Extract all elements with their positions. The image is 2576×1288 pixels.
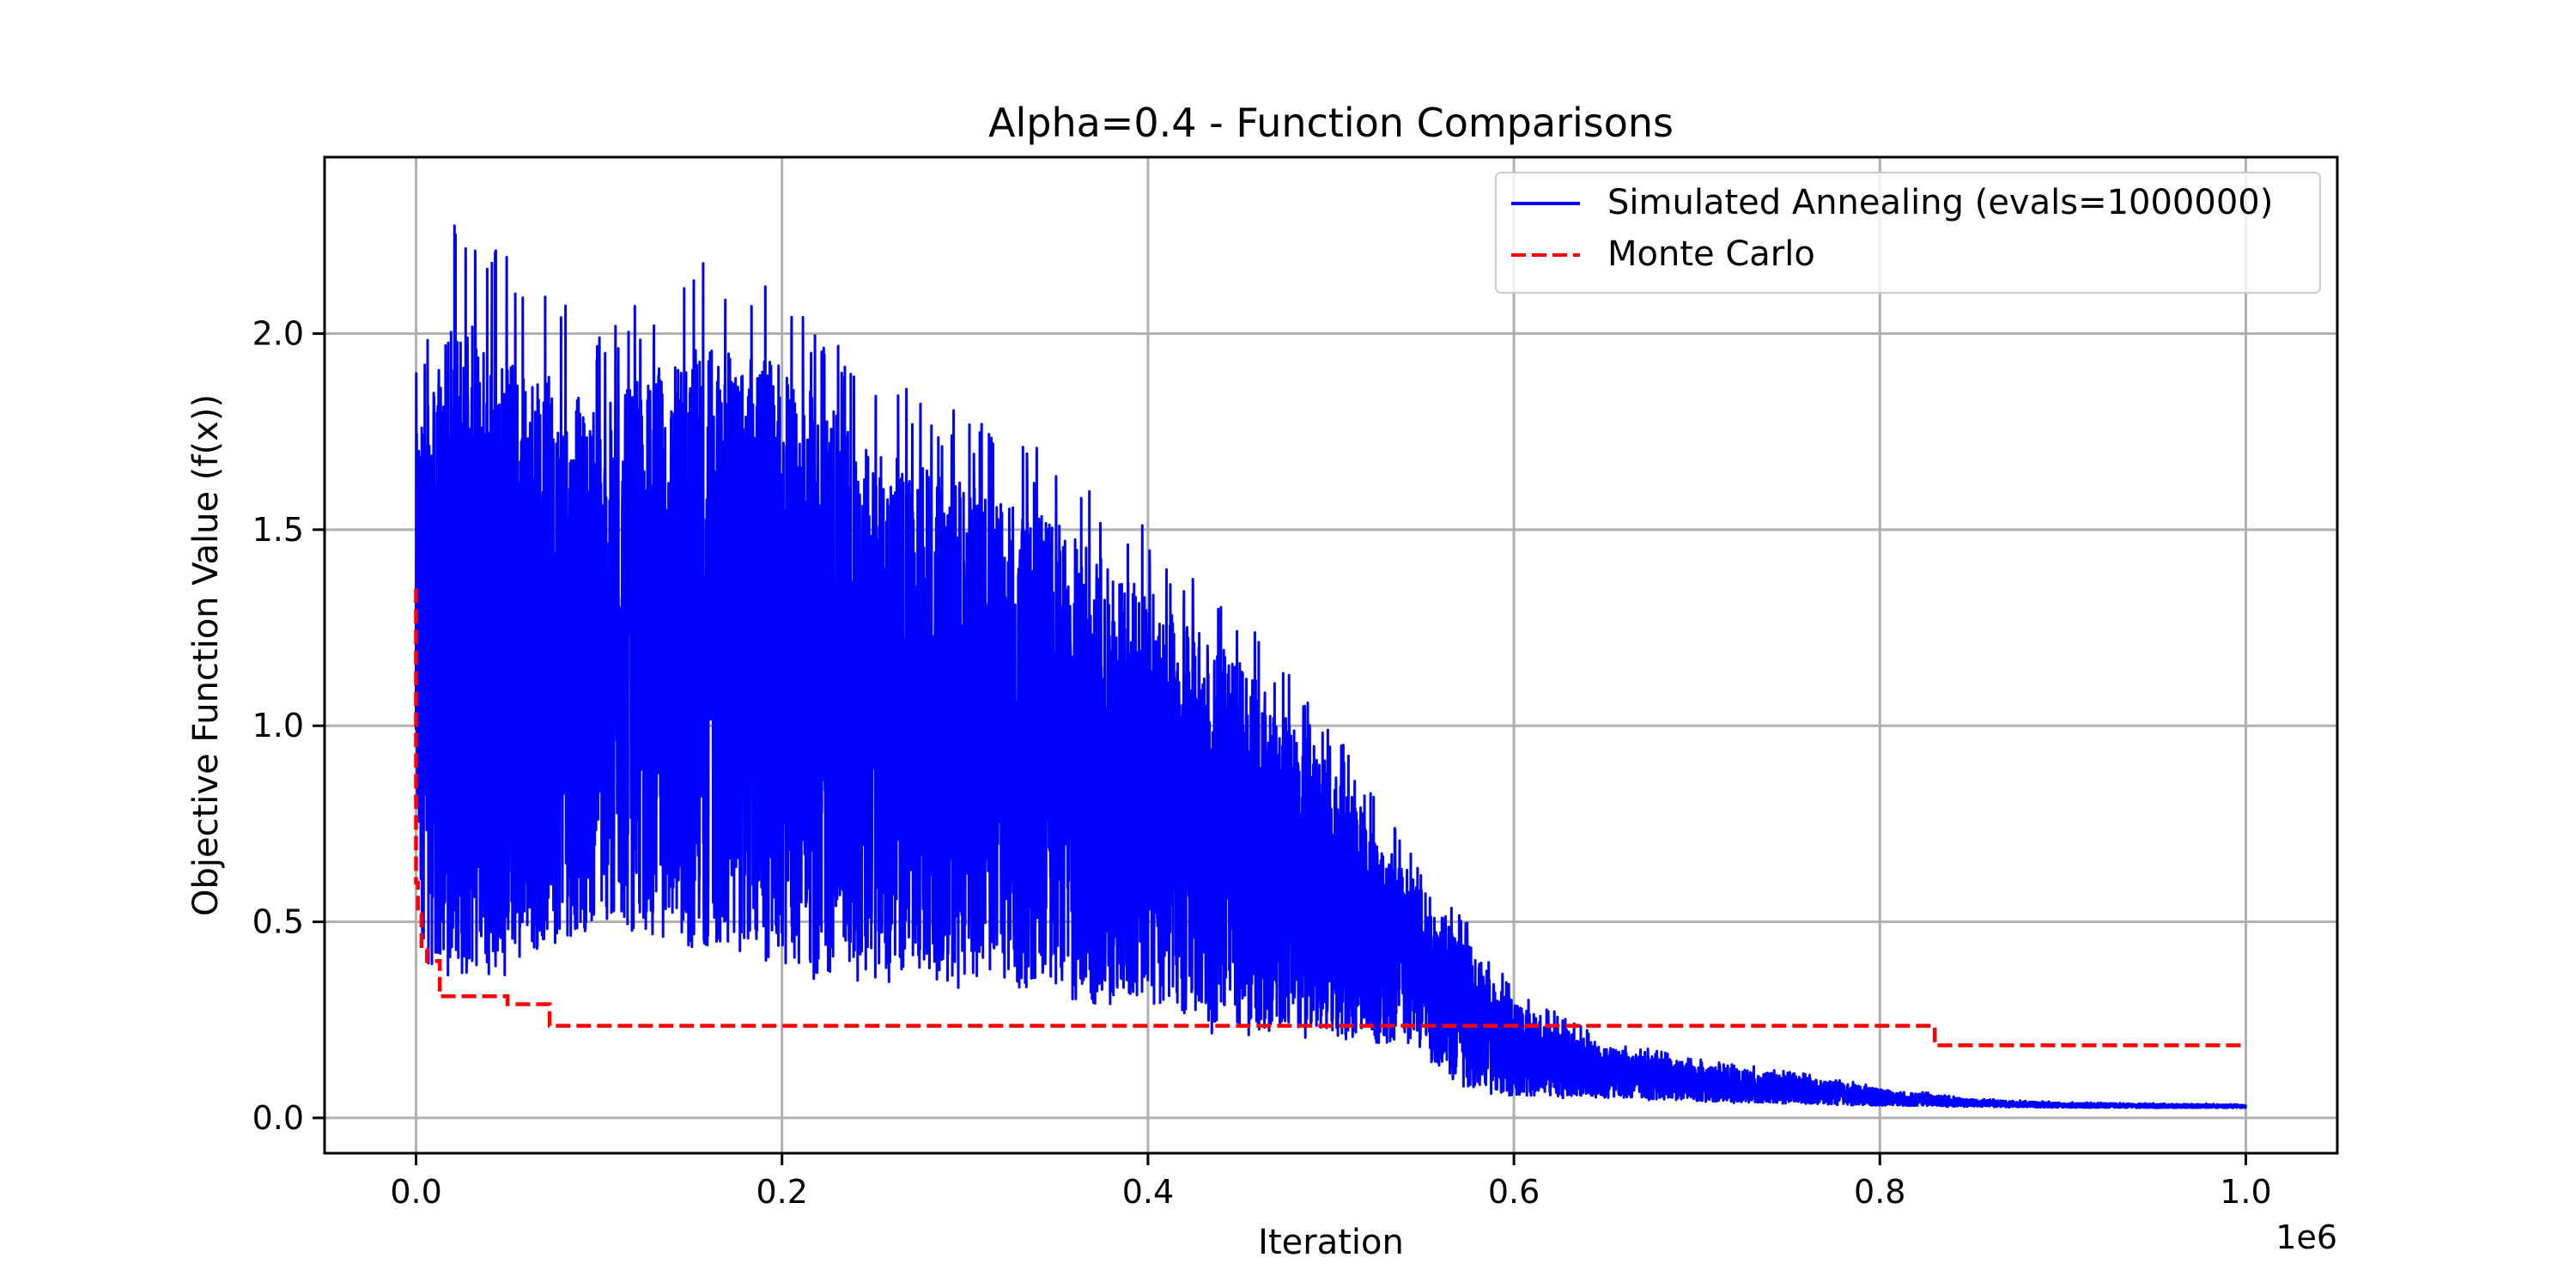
y-tick-label: 1.0 [252,707,304,744]
legend-label-simulated-annealing: Simulated Annealing (evals=1000000) [1607,183,2273,222]
x-tick-label: 1.0 [2220,1173,2271,1211]
x-axis-offset-text: 1e6 [2275,1218,2337,1256]
y-tick-label: 0.5 [252,903,304,941]
x-axis-label: Iteration [1258,1223,1404,1262]
y-tick-label: 1.5 [252,511,304,549]
x-tick-label: 0.0 [390,1173,441,1211]
plot-data [414,224,2247,1109]
series-line-monte-carlo [414,588,2243,1048]
legend-box [1495,172,2321,294]
axes-frame [323,155,2339,1155]
y-tick-label: 2.0 [252,315,304,353]
x-tick-label: 0.8 [1854,1173,1905,1211]
y-tick-label: 0.0 [252,1099,304,1137]
axis-ticks: 0.0 0.2 0.4 0.6 0.8 1.0 0.0 0.5 1.0 1.5 2.0 [252,315,2272,1211]
x-tick-label: 0.2 [756,1173,808,1211]
legend-label-monte-carlo: Monte Carlo [1607,234,1815,274]
x-tick-label: 0.6 [1488,1173,1540,1211]
x-tick-label: 0.4 [1122,1173,1174,1211]
y-axis-label: Objective Function Value (f(x)) [186,394,226,916]
chart-title: Alpha=0.4 - Function Comparisons [988,100,1674,146]
legend: Simulated Annealing (evals=1000000) Mont… [1495,172,2321,294]
series-line-simulated-annealing [415,224,2247,1109]
